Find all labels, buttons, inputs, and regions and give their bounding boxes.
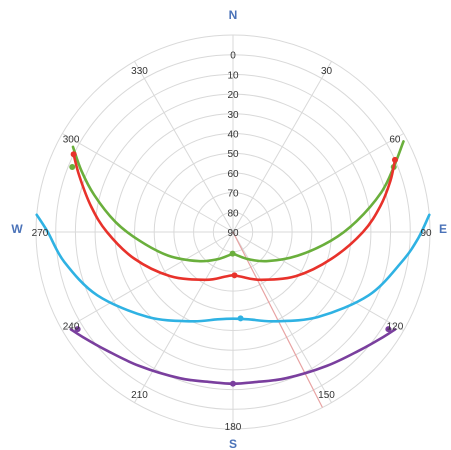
compass-label-south: S [229,437,237,450]
angular-tick-label: 180 [225,422,242,433]
compass-label-east: E [439,222,447,236]
series-purple-marker [74,326,81,333]
radial-tick-label: 30 [227,110,239,121]
radial-tick-label: 0 [230,51,236,62]
series-green-marker [229,250,236,257]
angular-tick-label: 120 [387,322,404,333]
series-layer [35,140,431,408]
radial-tick-label: 40 [227,130,239,141]
angular-tick-label: 330 [131,66,148,77]
angular-tick-label: 270 [32,228,49,239]
series-green-marker [69,164,76,171]
radial-tick-label: 10 [227,70,239,81]
pointer-line [232,231,323,408]
angular-spoke [134,61,234,233]
angular-tick-label: 60 [389,135,401,146]
angular-tick-label: 240 [63,322,80,333]
series-purple-marker [385,326,392,333]
grid-layer [35,34,431,430]
compass-label-west: W [11,222,23,236]
compass-label-north: N [229,8,238,22]
angular-tick-label: 90 [420,228,432,239]
radial-tick-label: 60 [227,169,239,180]
series-red-marker [391,156,398,163]
radial-tick-label: 90 [227,228,239,239]
series-purple-marker [230,380,236,387]
series-blue-marker [237,315,244,322]
angular-tick-label: 300 [63,135,80,146]
radial-tick-label: 50 [227,149,239,160]
series-blue-curve [35,213,431,323]
angular-spoke [232,61,332,233]
angular-tick-label: 210 [131,390,148,401]
label-layer: 30 60 90 120 150 180 210 240 270 300 330 0 10 20 30 40 5… [32,51,432,433]
radial-tick-label: 20 [227,90,239,101]
angular-spoke [232,231,404,331]
radial-tick-label: 80 [227,208,239,219]
series-red-marker [70,151,77,158]
angular-tick-label: 30 [321,66,333,77]
angular-spoke [232,133,404,233]
angular-spoke [62,133,234,233]
angular-spoke [62,231,234,331]
angular-tick-label: 150 [318,390,335,401]
series-red-marker [231,272,238,279]
radial-tick-label: 70 [227,189,239,200]
